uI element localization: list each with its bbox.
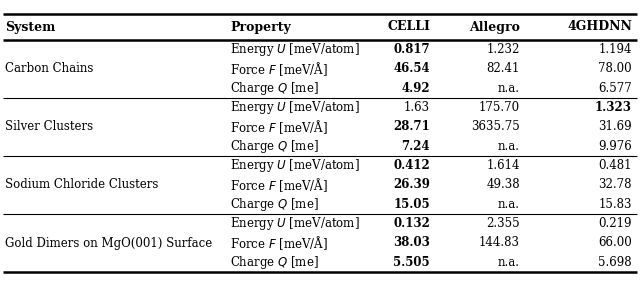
Text: 9.976: 9.976 bbox=[598, 140, 632, 153]
Text: 0.817: 0.817 bbox=[394, 43, 430, 56]
Text: 1.232: 1.232 bbox=[486, 43, 520, 56]
Text: Sodium Chloride Clusters: Sodium Chloride Clusters bbox=[5, 179, 158, 192]
Text: 4.92: 4.92 bbox=[401, 82, 430, 95]
Text: 7.24: 7.24 bbox=[401, 140, 430, 153]
Text: CELLI: CELLI bbox=[387, 20, 430, 33]
Text: Allegro: Allegro bbox=[469, 20, 520, 33]
Text: 2.355: 2.355 bbox=[486, 217, 520, 230]
Text: 66.00: 66.00 bbox=[598, 237, 632, 250]
Text: 1.194: 1.194 bbox=[598, 43, 632, 56]
Text: Energy $U$ [meV/atom]: Energy $U$ [meV/atom] bbox=[230, 41, 360, 58]
Text: Charge $Q$ [me]: Charge $Q$ [me] bbox=[230, 196, 319, 213]
Text: 32.78: 32.78 bbox=[598, 179, 632, 192]
Text: Charge $Q$ [me]: Charge $Q$ [me] bbox=[230, 254, 319, 271]
Text: Energy $U$ [meV/atom]: Energy $U$ [meV/atom] bbox=[230, 99, 360, 116]
Text: Force $F$ [meV/Å]: Force $F$ [meV/Å] bbox=[230, 234, 328, 252]
Text: 28.71: 28.71 bbox=[393, 121, 430, 134]
Text: Gold Dimers on MgO(001) Surface: Gold Dimers on MgO(001) Surface bbox=[5, 237, 212, 250]
Text: Carbon Chains: Carbon Chains bbox=[5, 63, 93, 76]
Text: 78.00: 78.00 bbox=[598, 63, 632, 76]
Text: 82.41: 82.41 bbox=[486, 63, 520, 76]
Text: 0.481: 0.481 bbox=[598, 159, 632, 172]
Text: 144.83: 144.83 bbox=[479, 237, 520, 250]
Text: Charge $Q$ [me]: Charge $Q$ [me] bbox=[230, 80, 319, 97]
Text: 1.63: 1.63 bbox=[404, 101, 430, 114]
Text: 49.38: 49.38 bbox=[486, 179, 520, 192]
Text: 38.03: 38.03 bbox=[393, 237, 430, 250]
Text: n.a.: n.a. bbox=[498, 140, 520, 153]
Text: 6.577: 6.577 bbox=[598, 82, 632, 95]
Text: 5.698: 5.698 bbox=[598, 256, 632, 269]
Text: Property: Property bbox=[230, 20, 291, 33]
Text: 15.05: 15.05 bbox=[394, 198, 430, 211]
Text: 1.614: 1.614 bbox=[486, 159, 520, 172]
Text: 175.70: 175.70 bbox=[479, 101, 520, 114]
Text: 0.132: 0.132 bbox=[393, 217, 430, 230]
Text: Charge $Q$ [me]: Charge $Q$ [me] bbox=[230, 138, 319, 155]
Text: 3635.75: 3635.75 bbox=[471, 121, 520, 134]
Text: 5.505: 5.505 bbox=[394, 256, 430, 269]
Text: n.a.: n.a. bbox=[498, 198, 520, 211]
Text: Force $F$ [meV/Å]: Force $F$ [meV/Å] bbox=[230, 118, 328, 136]
Text: Force $F$ [meV/Å]: Force $F$ [meV/Å] bbox=[230, 176, 328, 194]
Text: Energy $U$ [meV/atom]: Energy $U$ [meV/atom] bbox=[230, 157, 360, 174]
Text: Energy $U$ [meV/atom]: Energy $U$ [meV/atom] bbox=[230, 215, 360, 232]
Text: Force $F$ [meV/Å]: Force $F$ [meV/Å] bbox=[230, 60, 328, 78]
Text: 46.54: 46.54 bbox=[394, 63, 430, 76]
Text: 0.412: 0.412 bbox=[393, 159, 430, 172]
Text: 15.83: 15.83 bbox=[598, 198, 632, 211]
Text: 31.69: 31.69 bbox=[598, 121, 632, 134]
Text: System: System bbox=[5, 20, 56, 33]
Text: Silver Clusters: Silver Clusters bbox=[5, 121, 93, 134]
Text: n.a.: n.a. bbox=[498, 82, 520, 95]
Text: 0.219: 0.219 bbox=[598, 217, 632, 230]
Text: 26.39: 26.39 bbox=[393, 179, 430, 192]
Text: n.a.: n.a. bbox=[498, 256, 520, 269]
Text: 4GHDNN: 4GHDNN bbox=[567, 20, 632, 33]
Text: 1.323: 1.323 bbox=[595, 101, 632, 114]
